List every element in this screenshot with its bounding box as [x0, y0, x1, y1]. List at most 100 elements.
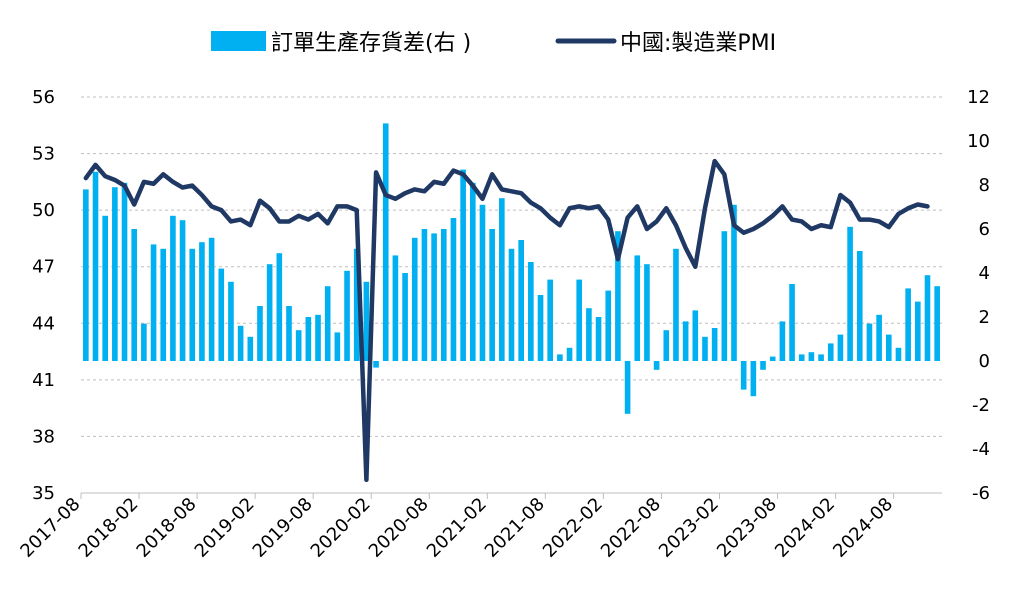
right-axis-tick-label: 6: [979, 219, 990, 240]
bar: [286, 306, 292, 361]
bar: [808, 352, 815, 361]
right-axis-tick-label: 12: [967, 87, 990, 108]
bar: [131, 229, 138, 361]
bar: [586, 308, 592, 361]
bar: [170, 215, 176, 361]
bar: [141, 323, 147, 361]
bar: [450, 218, 457, 361]
bar: [460, 169, 466, 361]
bar: [827, 343, 834, 361]
bar: [653, 361, 660, 370]
bar: [634, 255, 641, 361]
bar: [276, 253, 283, 361]
bar: [199, 242, 205, 361]
bar: [856, 251, 863, 361]
bar: [740, 361, 747, 390]
bar: [363, 281, 370, 361]
left-axis-tick-label: 35: [32, 483, 55, 504]
bar: [237, 325, 244, 361]
bar: [257, 306, 263, 361]
bar: [837, 334, 844, 361]
bar: [324, 286, 331, 361]
bar: [150, 244, 157, 361]
bar: [228, 281, 234, 361]
bar: [547, 279, 553, 361]
right-axis-tick-label: -2: [972, 395, 990, 416]
bar: [218, 268, 225, 361]
left-axis-tick-label: 44: [32, 313, 55, 334]
bar: [557, 354, 563, 361]
bar: [624, 361, 631, 414]
bar: [760, 361, 766, 370]
bar: [721, 231, 728, 361]
legend-bar-label: 訂單生產存貨差(右 ): [271, 31, 471, 56]
x-axis-tick-label: 2019-02: [191, 494, 259, 562]
bar: [121, 182, 128, 361]
x-axis-tick-label: 2022-08: [597, 494, 665, 562]
bar: [431, 233, 437, 361]
x-axis-tick-label: 2018-02: [75, 494, 143, 562]
x-axis-tick-label: 2020-02: [307, 494, 375, 562]
bar: [470, 182, 476, 361]
bar: [208, 237, 215, 361]
legend-line-label: 中國:製造業PMI: [620, 31, 776, 56]
x-axis-tick-label: 2022-02: [539, 494, 607, 562]
bar: [702, 336, 708, 361]
bar: [179, 220, 186, 361]
bar: [644, 264, 650, 361]
x-axis-tick-label: 2019-08: [249, 494, 317, 562]
bar: [189, 248, 196, 361]
bar: [566, 347, 573, 361]
bar: [673, 248, 679, 361]
bar: [885, 334, 892, 361]
x-axis-tick-label: 2024-02: [771, 494, 839, 562]
bar: [508, 248, 515, 361]
bar: [373, 361, 379, 368]
x-axis-tick-label: 2018-08: [133, 494, 201, 562]
right-axis-tick-label: 4: [979, 263, 990, 284]
bar: [344, 270, 350, 361]
bar: [924, 275, 931, 361]
right-axis-tick-label: -4: [972, 439, 990, 460]
bar: [83, 189, 89, 361]
bar: [392, 255, 399, 361]
bar: [769, 356, 776, 361]
bar: [818, 354, 824, 361]
bar: [160, 248, 167, 361]
bar: [731, 204, 737, 361]
bar: [518, 240, 524, 361]
left-axis-tick-label: 53: [32, 144, 55, 165]
bar: [315, 314, 321, 361]
bar: [112, 187, 118, 361]
bar: [576, 279, 583, 361]
left-axis-tick-label: 41: [32, 370, 55, 391]
bar: [711, 328, 718, 361]
left-axis-tick-label: 38: [32, 426, 55, 447]
bar: [682, 321, 689, 361]
bar: [595, 317, 602, 361]
bar: [295, 330, 302, 361]
bar: [353, 248, 360, 361]
right-axis-tick-label: 2: [979, 307, 990, 328]
bar: [92, 171, 99, 361]
x-axis-tick-label: 2023-02: [655, 494, 723, 562]
bar: [421, 229, 428, 361]
pmi-line: [83, 158, 930, 483]
bar: [750, 361, 757, 397]
bar: [489, 229, 495, 361]
bar: [440, 229, 447, 361]
bar: [247, 336, 254, 361]
left-axis-tick-label: 47: [32, 257, 55, 278]
bar: [905, 288, 911, 361]
bar: [798, 354, 805, 361]
x-axis-tick-label: 2020-08: [365, 494, 433, 562]
bar: [305, 317, 312, 361]
right-axis-tick-label: 10: [967, 131, 990, 152]
bar: [915, 301, 921, 361]
x-axis-tick-label: 2021-02: [423, 494, 491, 562]
bar: [847, 226, 853, 361]
bar: [866, 323, 873, 361]
bar: [334, 332, 341, 361]
bar: [537, 295, 544, 361]
